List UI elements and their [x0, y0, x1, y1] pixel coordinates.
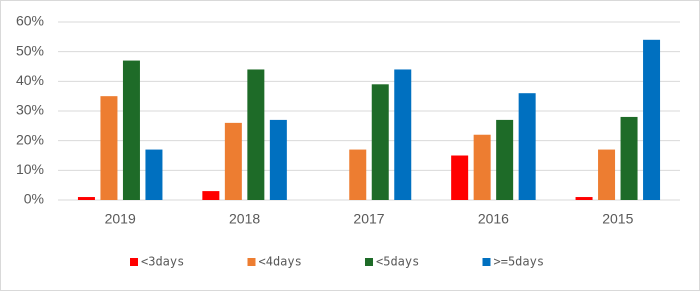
legend-label: <4days: [259, 255, 302, 269]
bar: [394, 69, 412, 200]
bar: [371, 84, 389, 200]
y-tick-label: 10%: [16, 161, 44, 177]
y-tick-label: 40%: [16, 72, 44, 88]
bar: [224, 122, 242, 200]
x-tick-label: 2018: [229, 211, 260, 227]
bar: [100, 96, 118, 200]
x-tick-label: 2019: [105, 211, 136, 227]
bar: [145, 149, 163, 200]
legend-marker: [247, 258, 256, 266]
bar: [269, 119, 287, 200]
bar: [575, 197, 593, 200]
legend-label: <5days: [376, 255, 419, 269]
bar: [202, 191, 220, 200]
bar: [77, 197, 95, 200]
y-tick-label: 60%: [16, 13, 44, 29]
bar: [451, 155, 469, 200]
bar: [122, 60, 140, 200]
legend-marker: [482, 258, 491, 266]
x-tick-label: 2017: [353, 211, 384, 227]
bar: [643, 39, 661, 200]
y-tick-label: 30%: [16, 102, 44, 118]
legend-marker: [130, 258, 138, 266]
y-tick-label: 20%: [16, 131, 44, 147]
y-tick-label: 50%: [16, 42, 44, 58]
bar: [349, 149, 367, 200]
x-tick-label: 2016: [478, 211, 509, 227]
legend-marker: [365, 258, 373, 266]
bar: [620, 116, 638, 200]
legend-label: <3days: [141, 255, 184, 269]
bar: [247, 69, 265, 200]
bar: [473, 134, 491, 200]
bar: [598, 149, 616, 200]
legend-label: >=5days: [494, 255, 545, 269]
x-tick-label: 2015: [602, 211, 633, 227]
bar: [496, 119, 514, 200]
bar: [518, 93, 536, 200]
y-tick-label: 0%: [24, 191, 44, 207]
